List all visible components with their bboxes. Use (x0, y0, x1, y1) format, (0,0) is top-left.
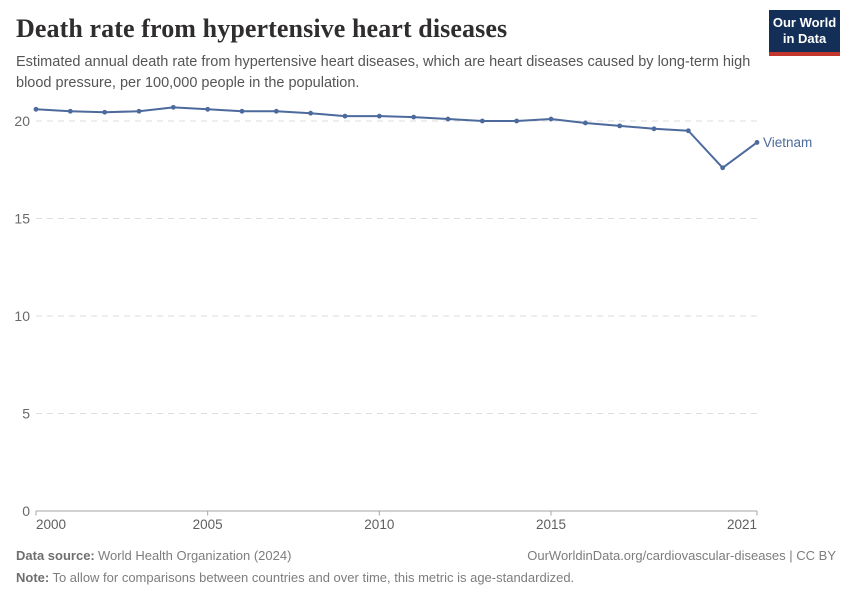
data-point (617, 123, 623, 129)
y-tick-label: 0 (22, 503, 30, 519)
data-point (754, 140, 760, 145)
data-point (67, 108, 73, 114)
y-tick-label: 15 (14, 211, 30, 227)
series-label: Vietnam (763, 135, 812, 150)
data-point (308, 110, 314, 116)
owid-logo[interactable]: Our World in Data (769, 10, 840, 56)
y-tick-label: 10 (14, 308, 30, 324)
logo-line-1: Our World (772, 14, 837, 30)
data-point (582, 120, 588, 126)
chart-subtitle: Estimated annual death rate from hyperte… (16, 54, 751, 91)
attribution-link[interactable]: OurWorldinData.org/cardiovascular-diseas… (527, 548, 836, 563)
data-point (376, 113, 382, 119)
note-line: Note: To allow for comparisons between co… (16, 570, 836, 585)
y-tick-label: 20 (14, 113, 30, 129)
data-source-value: World Health Organization (2024) (98, 548, 292, 563)
data-point (136, 108, 142, 114)
data-point (651, 126, 657, 132)
data-point (411, 114, 417, 120)
data-point (342, 113, 348, 119)
data-point (102, 109, 108, 115)
data-point (514, 118, 520, 124)
data-source-line: Data source: World Health Organization (2… (16, 548, 291, 563)
data-point (273, 108, 279, 114)
chart-footer: Data source: World Health Organization (2… (16, 548, 836, 585)
data-point (445, 116, 451, 122)
data-point (170, 104, 176, 110)
data-series-line (35, 106, 758, 169)
x-tick-label: 2000 (36, 517, 66, 532)
x-tick-label: 2021 (727, 517, 757, 532)
data-point (720, 165, 726, 171)
x-tick-label: 2015 (536, 517, 566, 532)
x-tick-label: 2005 (193, 517, 223, 532)
logo-line-2: in Data (782, 31, 827, 46)
y-tick-label: 5 (22, 406, 30, 422)
data-source-label: Data source: (16, 548, 95, 563)
chart-title: Death rate from hypertensive heart disea… (16, 14, 508, 43)
data-point (33, 106, 39, 112)
data-point (685, 128, 691, 134)
x-tick-label: 2010 (364, 517, 394, 532)
data-point (239, 108, 245, 114)
data-point (479, 118, 485, 124)
note-label: Note: (16, 570, 50, 585)
data-point (205, 106, 211, 112)
note-value: To allow for comparisons between countri… (52, 570, 575, 585)
data-point (548, 116, 554, 122)
